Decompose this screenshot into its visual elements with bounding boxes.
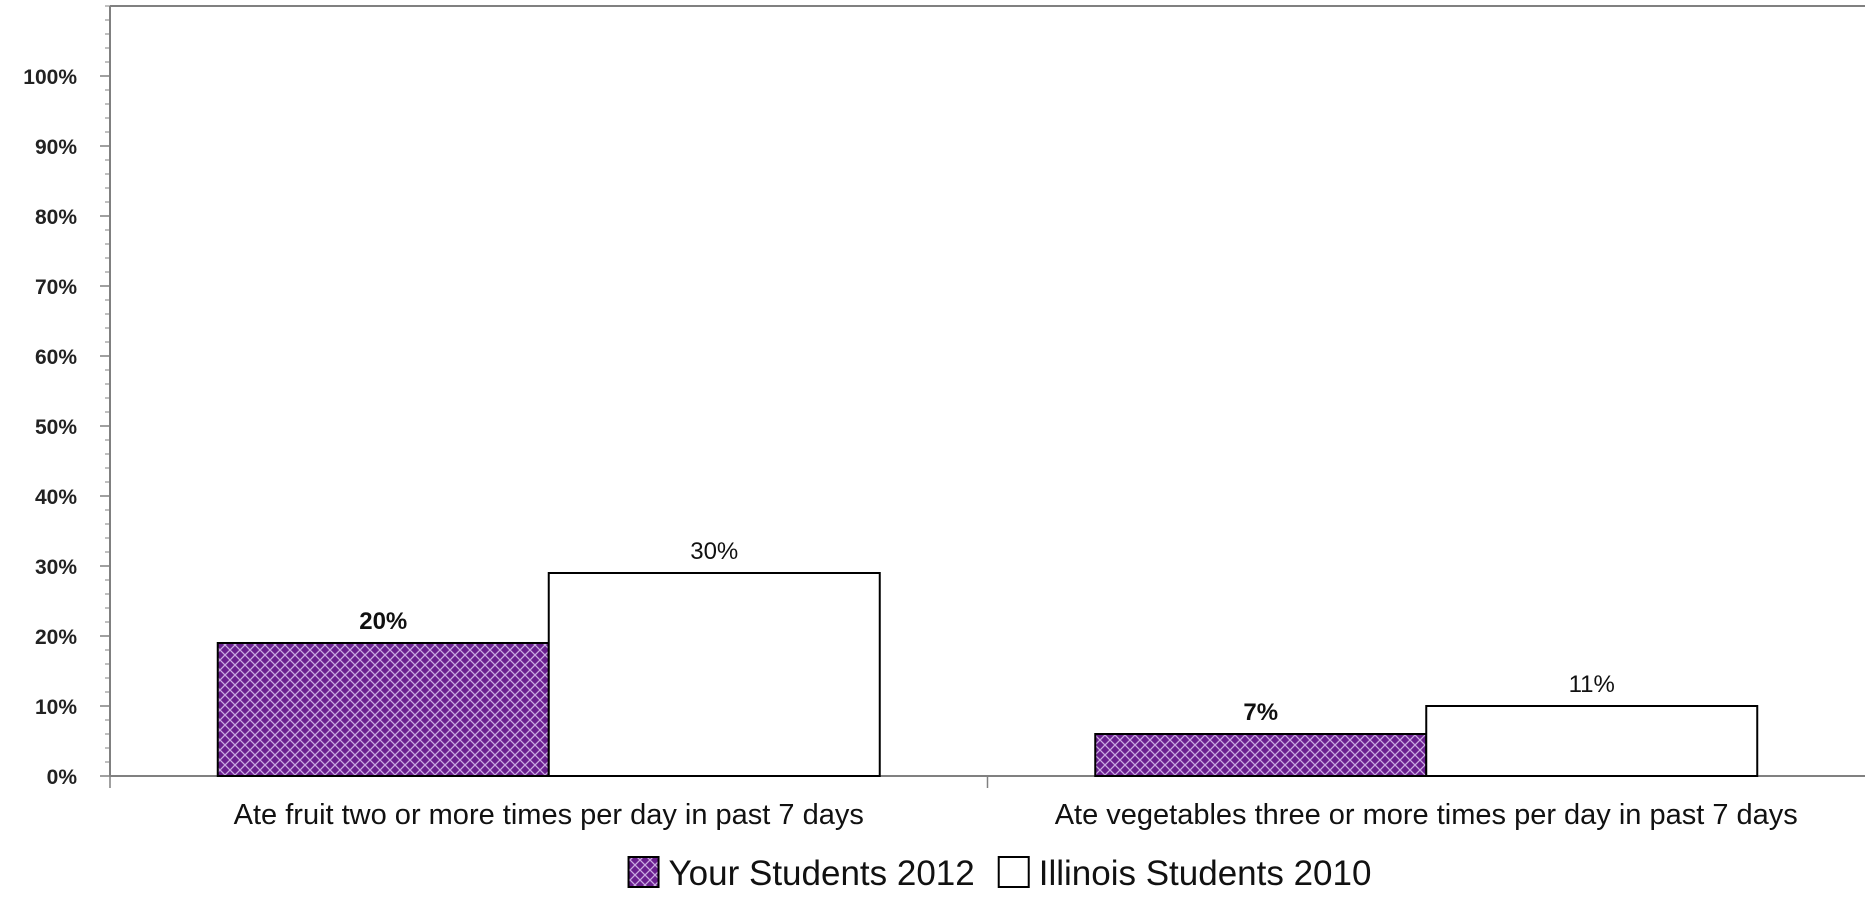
y-tick-label: 70% <box>35 276 77 299</box>
legend-label: Illinois Students 2010 <box>1039 854 1372 893</box>
bar-illinois-students <box>1425 705 1759 777</box>
bar-data-label: 20% <box>359 608 407 635</box>
bar-illinois-students <box>547 572 881 777</box>
y-tick-label: 80% <box>35 206 77 229</box>
y-tick-label: 30% <box>35 556 77 579</box>
y-tick-label: 60% <box>35 346 77 369</box>
legend-label: Your Students 2012 <box>669 854 975 893</box>
bar-your-students <box>216 642 550 777</box>
y-tick-label: 50% <box>35 416 77 439</box>
plot-area: 0% 10% 20% 30% 40% 50% 60% 70% 80% 90% 100% 20% 30% A… <box>23 5 1865 831</box>
bar-data-label: 7% <box>1243 699 1278 726</box>
y-tick-label: 20% <box>35 626 77 649</box>
bar-data-label: 11% <box>1569 671 1615 698</box>
legend: Your Students 2012 Illinois Students 2010 <box>627 854 1372 893</box>
y-tick-label: 100% <box>23 66 77 89</box>
y-tick-label: 40% <box>35 486 77 509</box>
y-tick-label: 0% <box>47 766 78 789</box>
legend-swatch <box>627 856 660 888</box>
bar-your-students <box>1094 733 1428 777</box>
y-tick-label: 90% <box>35 136 77 159</box>
x-category-label: Ate fruit two or more times per day in p… <box>234 799 864 831</box>
legend-swatch <box>997 856 1030 888</box>
x-category-label: Ate vegetables three or more times per d… <box>1055 799 1798 831</box>
bar-data-label: 30% <box>690 538 738 565</box>
y-tick-label: 10% <box>35 696 77 719</box>
